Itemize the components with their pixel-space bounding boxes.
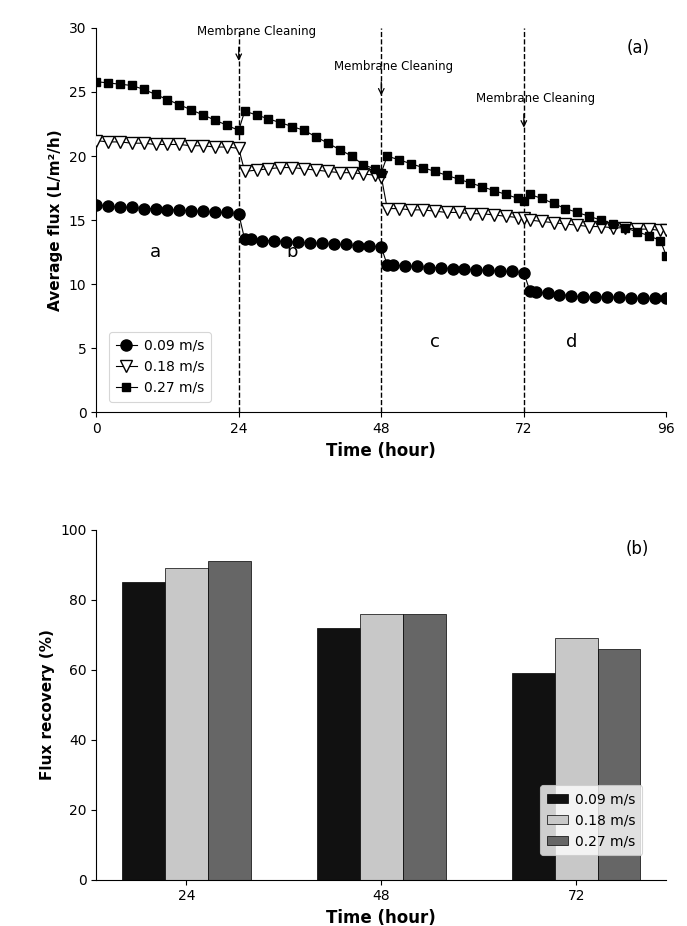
0.18 m/s bbox=[139, 138, 148, 149]
0.27 m/s bbox=[371, 163, 379, 174]
0.18 m/s bbox=[620, 222, 629, 233]
Bar bbox=[512, 673, 554, 880]
Text: Membrane Cleaning: Membrane Cleaning bbox=[476, 92, 596, 105]
Y-axis label: Flux recovery (%): Flux recovery (%) bbox=[40, 630, 54, 781]
0.18 m/s bbox=[442, 206, 451, 218]
0.09 m/s bbox=[627, 293, 635, 304]
Line: 0.27 m/s: 0.27 m/s bbox=[92, 78, 671, 260]
Text: (b): (b) bbox=[626, 541, 649, 558]
Bar bbox=[403, 614, 446, 880]
0.09 m/s bbox=[662, 293, 671, 304]
0.18 m/s bbox=[466, 208, 475, 219]
Bar bbox=[122, 582, 165, 880]
X-axis label: Time (hour): Time (hour) bbox=[326, 909, 436, 926]
0.27 m/s bbox=[466, 178, 475, 189]
Bar bbox=[360, 614, 403, 880]
0.27 m/s bbox=[442, 169, 451, 181]
Line: 0.18 m/s: 0.18 m/s bbox=[91, 135, 672, 236]
Legend: 0.09 m/s, 0.18 m/s, 0.27 m/s: 0.09 m/s, 0.18 m/s, 0.27 m/s bbox=[109, 332, 211, 402]
Text: d: d bbox=[565, 333, 577, 351]
0.27 m/s bbox=[620, 222, 629, 233]
0.27 m/s bbox=[92, 76, 100, 87]
0.18 m/s bbox=[371, 169, 379, 181]
0.18 m/s bbox=[662, 225, 671, 236]
0.18 m/s bbox=[300, 163, 308, 174]
0.09 m/s bbox=[436, 262, 444, 273]
Line: 0.09 m/s: 0.09 m/s bbox=[91, 199, 672, 304]
Bar bbox=[208, 561, 251, 880]
Bar bbox=[165, 569, 208, 880]
Legend: 0.09 m/s, 0.18 m/s, 0.27 m/s: 0.09 m/s, 0.18 m/s, 0.27 m/s bbox=[540, 785, 642, 856]
0.27 m/s bbox=[662, 250, 671, 261]
Text: (a): (a) bbox=[627, 39, 649, 57]
0.18 m/s bbox=[656, 225, 664, 236]
Text: b: b bbox=[286, 244, 298, 261]
0.27 m/s bbox=[139, 83, 148, 94]
0.18 m/s bbox=[92, 135, 100, 146]
0.09 m/s bbox=[460, 263, 469, 274]
Bar bbox=[554, 638, 598, 880]
Bar bbox=[317, 628, 360, 880]
0.09 m/s bbox=[615, 292, 623, 303]
X-axis label: Time (hour): Time (hour) bbox=[326, 442, 436, 459]
Text: Membrane Cleaning: Membrane Cleaning bbox=[334, 59, 453, 72]
Text: a: a bbox=[150, 244, 161, 261]
0.09 m/s bbox=[294, 236, 302, 247]
Text: Membrane Cleaning: Membrane Cleaning bbox=[197, 25, 316, 38]
Y-axis label: Average flux (L/m²/h): Average flux (L/m²/h) bbox=[48, 130, 63, 311]
Bar bbox=[598, 649, 640, 880]
0.09 m/s bbox=[92, 199, 100, 210]
0.09 m/s bbox=[139, 203, 148, 214]
Text: c: c bbox=[430, 333, 440, 351]
0.09 m/s bbox=[365, 240, 374, 251]
0.27 m/s bbox=[300, 125, 308, 136]
